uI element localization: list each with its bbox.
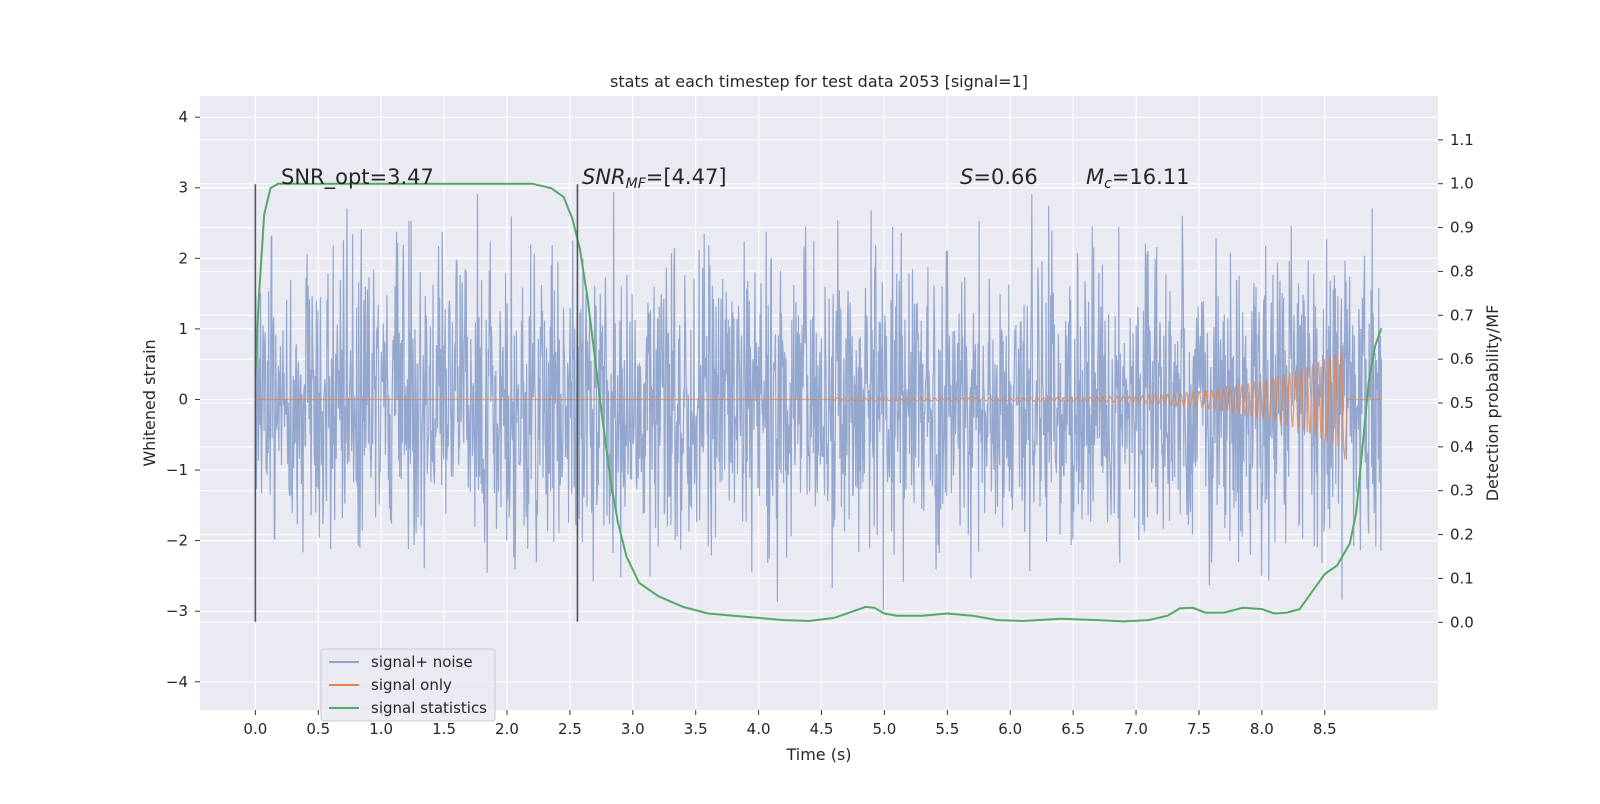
y-tick-label: 4 (178, 108, 188, 126)
x-tick-label: 3.5 (684, 720, 708, 738)
y-right-tick-label: 0.2 (1450, 526, 1474, 544)
y-right-tick-label: 1.0 (1450, 175, 1474, 193)
y-tick-label: 3 (178, 179, 188, 197)
x-tick-label: 4.0 (747, 720, 771, 738)
mc-value: =16.11 (1112, 165, 1190, 189)
x-tick-label: 5.0 (872, 720, 896, 738)
y-right-tick-label: 0.3 (1450, 482, 1474, 500)
y-tick-label: 1 (178, 320, 188, 338)
x-tick-label: 8.0 (1250, 720, 1274, 738)
x-tick-label: 4.5 (810, 720, 834, 738)
y-tick-label: 2 (178, 249, 188, 267)
x-tick-label: 2.5 (558, 720, 582, 738)
x-tick-label: 8.5 (1313, 720, 1337, 738)
snr-mf-main: SNR (582, 165, 626, 189)
y-right-tick-label: 0.4 (1450, 438, 1474, 456)
signal-trace (255, 350, 1382, 460)
mc-main: M (1086, 165, 1104, 189)
legend-label-noise: signal+ noise (371, 653, 473, 671)
y-tick-label: −3 (166, 602, 188, 620)
s-main: S (960, 165, 973, 189)
x-tick-label: 6.5 (1061, 720, 1085, 738)
chart-title: stats at each timestep for test data 205… (610, 72, 1028, 91)
vertical-markers (254, 184, 579, 622)
x-tick-label: 1.0 (369, 720, 393, 738)
y-right-tick-label: 0.1 (1450, 569, 1474, 587)
annotation-snr-mf: SNRMF=[4.47] (582, 165, 727, 192)
y-right-tick-label: 0.6 (1450, 350, 1474, 368)
legend-label-signal: signal only (371, 676, 452, 694)
x-tick-label: 0.5 (306, 720, 330, 738)
statistics-trace (254, 182, 1383, 623)
snr-mf-sub: MF (626, 176, 647, 192)
s-value: =0.66 (973, 165, 1037, 189)
legend-box (320, 648, 496, 722)
signal-statistics-series (254, 182, 1383, 623)
y-right-tick-label: 1.1 (1450, 131, 1474, 149)
x-tick-label: 0.0 (243, 720, 267, 738)
y-tick-label: 0 (178, 390, 188, 408)
x-tick-label: 3.0 (621, 720, 645, 738)
noise-trace (254, 192, 1382, 611)
y-tick-label: −4 (166, 673, 188, 691)
annotation-mc: Mc=16.11 (1086, 165, 1190, 192)
y-tick-label: −1 (166, 461, 188, 479)
x-tick-label: 7.0 (1124, 720, 1148, 738)
y-right-tick-label: 0.9 (1450, 219, 1474, 237)
x-tick-label: 7.5 (1187, 720, 1211, 738)
y-right-tick-label: 0.5 (1450, 394, 1474, 412)
tick-layer: 0.0 0.5 1.0 1.5 2.0 2.5 3.0 3.5 4.0 4.5 5.0 5.5 6.0 6… (166, 108, 1474, 738)
x-axis-label: Time (s) (785, 745, 851, 764)
noise-series (254, 192, 1382, 611)
x-tick-label: 2.0 (495, 720, 519, 738)
x-tick-label: 5.5 (935, 720, 959, 738)
x-tick-label: 1.5 (432, 720, 456, 738)
annotation-snr-opt: SNR_opt=3.47 (281, 165, 434, 190)
y-axis-label: Whitened strain (140, 339, 159, 466)
snr-mf-value: =[4.47] (646, 165, 727, 189)
signal-only-series (255, 350, 1382, 460)
legend-label-statistics: signal statistics (371, 699, 487, 717)
x-tick-label: 6.0 (998, 720, 1022, 738)
y-right-tick-label: 0.0 (1450, 613, 1474, 631)
mc-sub: c (1104, 176, 1112, 192)
y-tick-label: −2 (166, 532, 188, 550)
legend: signal+ noise signal only signal statist… (320, 648, 496, 722)
y-right-tick-label: 0.7 (1450, 306, 1474, 324)
y-right-tick-label: 0.8 (1450, 262, 1474, 280)
y-right-axis-label: Detection probability/MF (1483, 305, 1502, 502)
annotation-s: S=0.66 (960, 165, 1038, 189)
